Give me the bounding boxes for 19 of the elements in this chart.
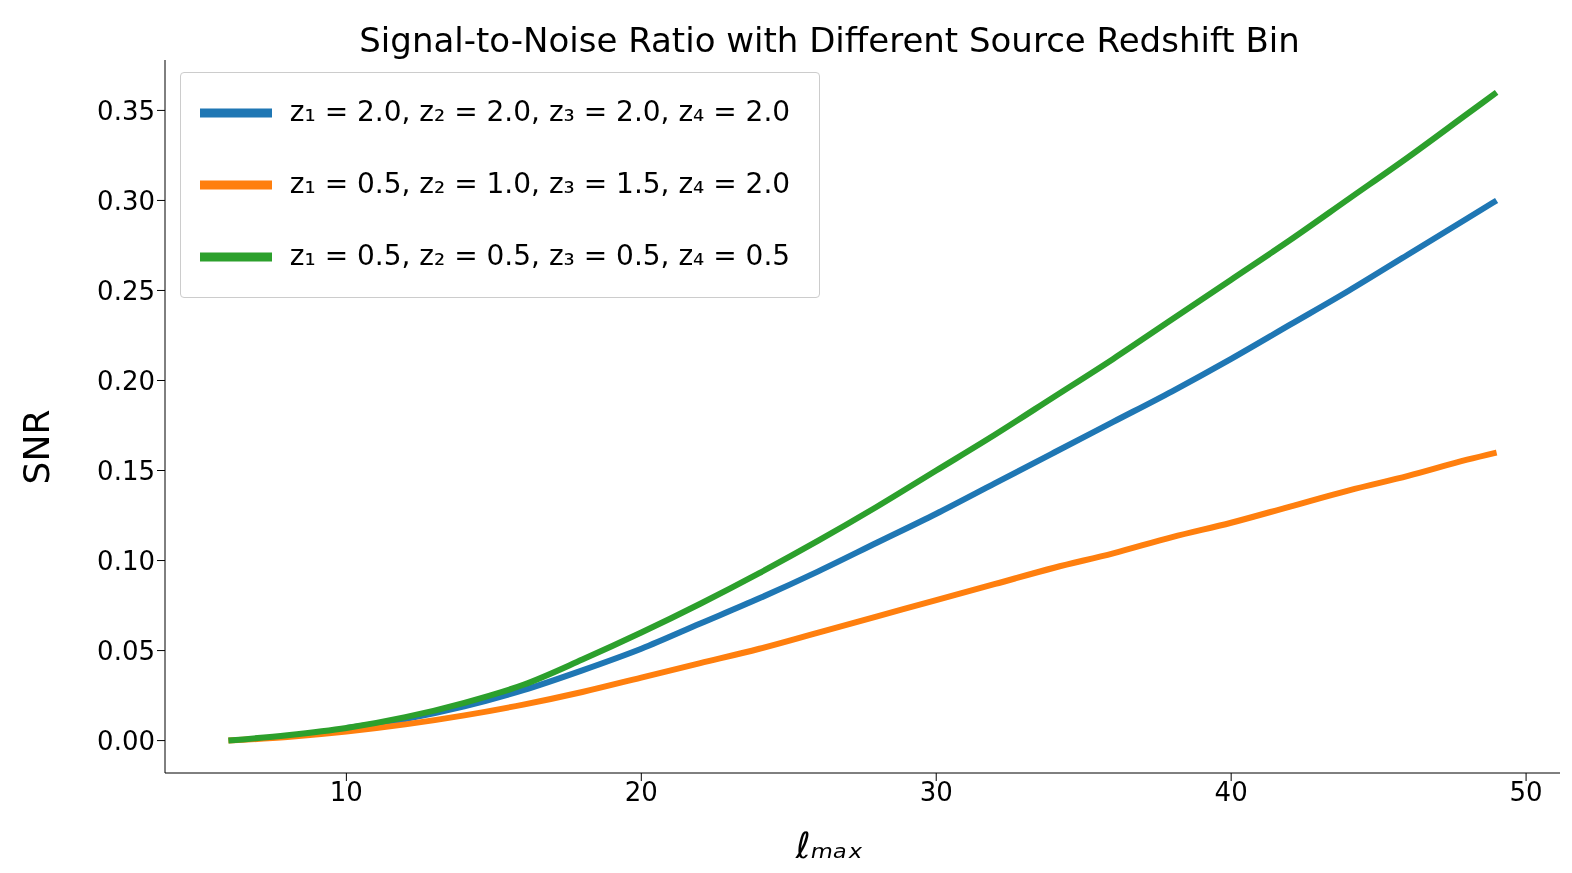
x-axis-title: ℓₘₐₓ bbox=[794, 825, 865, 866]
x-tick-label: 30 bbox=[919, 777, 953, 808]
y-tick-label: 0.35 bbox=[97, 95, 155, 126]
y-axis-title: SNR bbox=[15, 409, 57, 484]
y-tick-label: 0.20 bbox=[97, 365, 155, 396]
legend-label: z₁ = 0.5, z₂ = 0.5, z₃ = 0.5, z₄ = 0.5 bbox=[289, 239, 791, 272]
y-tick-label: 0.15 bbox=[97, 455, 155, 486]
y-tick-label: 0.25 bbox=[97, 275, 155, 306]
y-tick-label: 0.30 bbox=[97, 185, 155, 216]
x-tick-label: 40 bbox=[1214, 777, 1248, 808]
y-tick-label: 0.05 bbox=[97, 635, 155, 666]
x-tick-label: 20 bbox=[624, 777, 658, 808]
legend-label: z₁ = 2.0, z₂ = 2.0, z₃ = 2.0, z₄ = 2.0 bbox=[289, 95, 791, 128]
x-tick-label: 50 bbox=[1509, 777, 1543, 808]
y-tick-label: 0.00 bbox=[97, 725, 155, 756]
chart-title: Signal-to-Noise Ratio with Different Source Redshift Bin bbox=[358, 20, 1301, 60]
x-tick-label: 10 bbox=[329, 777, 363, 808]
y-tick-label: 0.10 bbox=[97, 545, 155, 576]
legend-label: z₁ = 0.5, z₂ = 1.0, z₃ = 1.5, z₄ = 2.0 bbox=[289, 167, 791, 200]
